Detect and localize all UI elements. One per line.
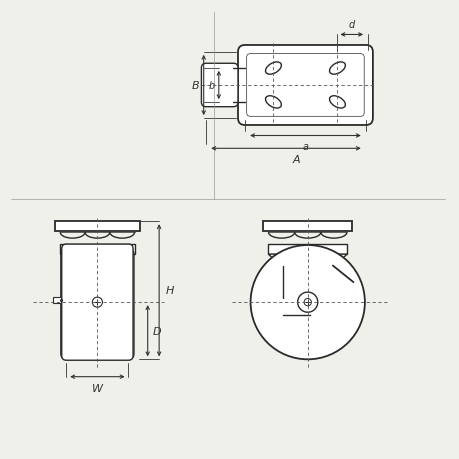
Bar [60,245,134,255]
FancyBboxPatch shape [201,64,237,107]
Circle shape [250,246,364,359]
Text: b: b [208,81,215,91]
Text: d: d [348,19,354,29]
Bar [268,245,346,255]
Text: B: B [191,81,199,91]
Bar [263,222,352,232]
Bar [55,222,140,232]
Polygon shape [268,255,346,266]
Ellipse shape [265,96,281,109]
Text: W: W [92,383,103,393]
Circle shape [303,299,311,306]
Text: H: H [165,285,174,296]
Text: a: a [302,142,308,151]
FancyBboxPatch shape [62,245,133,360]
Circle shape [92,297,102,308]
FancyBboxPatch shape [237,46,372,126]
Circle shape [297,292,317,313]
Text: D: D [152,326,161,336]
Text: A: A [292,155,299,165]
Ellipse shape [329,96,345,109]
Ellipse shape [265,63,281,75]
Ellipse shape [329,63,345,75]
Bar [53,297,63,303]
